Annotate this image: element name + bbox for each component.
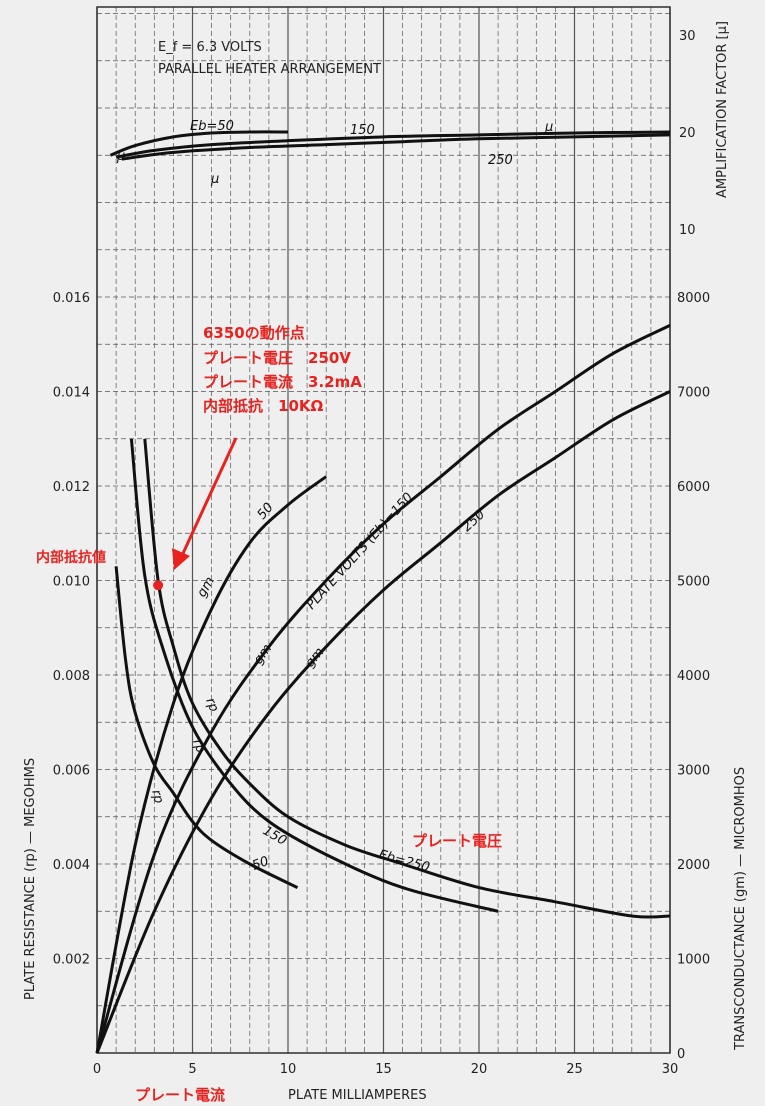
rp-tick-label: 0.002 (53, 953, 90, 968)
x-tick-label: 20 (471, 1062, 488, 1077)
rp-curve-250 (143, 438, 671, 919)
plate-current-label: プレート電流 (135, 1086, 225, 1104)
mu-label-eb50: Eb=50 (190, 119, 234, 134)
rp-curve-50 (114, 566, 299, 889)
x-tick-label: 30 (662, 1062, 679, 1077)
plate-voltage-label: プレート電圧 (412, 832, 502, 850)
internal-resistance-note: 内部抵抗 10KΩ (203, 397, 323, 415)
x-tick-label: 5 (188, 1062, 196, 1077)
x-tick-label: 10 (280, 1062, 297, 1077)
x-axis-title: PLATE MILLIAMPERES (288, 1088, 427, 1103)
rp-tick-label: 0.006 (53, 764, 90, 779)
mu-curve-50 (109, 130, 289, 157)
gm-curve-50 (95, 475, 328, 1054)
plate-voltage-note: プレート電圧 250V (203, 349, 351, 367)
curves (95, 130, 671, 1054)
x-tick-label: 15 (375, 1062, 392, 1077)
mu-symbol-2: μ (210, 172, 219, 187)
rp-tick-label: 0.010 (53, 575, 90, 590)
rp-tick-label: 0.016 (53, 291, 90, 306)
rp-tick-label: 0.004 (53, 858, 90, 873)
gm-tick-label: 1000 (677, 953, 710, 968)
mu-tick-label: 30 (679, 29, 696, 44)
gm-tick-label: 2000 (677, 858, 710, 873)
mu-symbol-3: μ (544, 120, 553, 135)
grid (96, 6, 671, 1054)
heater-voltage-annotation: E_f = 6.3 VOLTS (158, 40, 262, 55)
gm-label-250: 250 (460, 507, 488, 535)
gm-tick-label: 3000 (677, 764, 710, 779)
rp-symbol-1: rp (148, 788, 166, 805)
mu-curve-150 (115, 130, 671, 159)
gm-label-150: PLATE VOLTS (Eb)=150 (304, 490, 416, 613)
rp-label-150: 150 (260, 823, 289, 848)
arrowhead-icon (172, 548, 190, 570)
rp-curve-150 (129, 438, 499, 913)
mu-tick-label: 10 (679, 223, 696, 238)
rp-symbol-3: rp (202, 696, 221, 714)
mu-label-150: 150 (350, 123, 375, 138)
rp-label-eb250: Eb=250 (377, 847, 431, 875)
rp-tick-label: 0.008 (53, 669, 90, 684)
gm-tick-label: 7000 (677, 386, 710, 401)
gm-tick-label: 0 (677, 1047, 685, 1062)
gm-axis-title: TRANSCONDUCTANCE (gm) — MICROMHOS (733, 767, 748, 1051)
rp-axis-title: PLATE RESISTANCE (rp) — MEGOHMS (23, 758, 38, 1000)
gm-curve-150 (95, 324, 671, 1054)
x-tick-label: 25 (566, 1062, 583, 1077)
x-tick-label: 0 (93, 1062, 101, 1077)
mu-label-250: 250 (488, 153, 513, 168)
rp-tick-label: 0.014 (53, 386, 90, 401)
mu-symbol-1: μ (116, 149, 125, 164)
heater-arrangement-annotation: PARALLEL HEATER ARRANGEMENT (158, 62, 381, 77)
mu-curve-250 (121, 133, 671, 161)
gm-tick-label: 6000 (677, 480, 710, 495)
rp-label-50: 50 (250, 854, 271, 874)
rp-tick-label: 0.012 (53, 480, 90, 495)
plot-frame (96, 6, 671, 1054)
operating-point-arrow (178, 437, 238, 561)
mu-axis-title: AMPLIFICATION FACTOR [μ] (715, 21, 730, 198)
gm-tick-label: 5000 (677, 575, 710, 590)
gm-curve-250 (95, 390, 671, 1054)
rp-symbol-2: rp (189, 737, 208, 755)
operating-point-title: 6350の動作点 (203, 324, 305, 342)
plate-current-note: プレート電流 3.2mA (203, 373, 362, 391)
operating-point-label: 内部抵抗値 (36, 549, 106, 566)
gm-tick-label: 8000 (677, 291, 710, 306)
mu-tick-label: 20 (679, 126, 696, 141)
tick-labels: 0 5 10 15 20 25 30 0.002 0.004 0.006 0.008 0.010 0.0… (53, 29, 710, 1077)
operating-point-marker (153, 580, 164, 591)
gm-symbol-1: gm (194, 574, 217, 600)
gm-tick-label: 4000 (677, 669, 710, 684)
